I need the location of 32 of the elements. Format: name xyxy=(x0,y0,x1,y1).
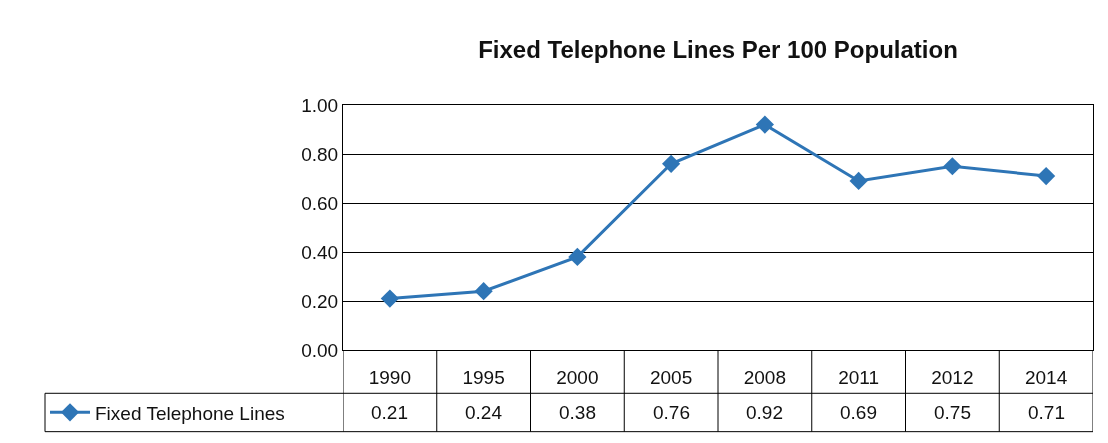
data-label: 0.71 xyxy=(1028,402,1065,423)
x-tick-label: 2000 xyxy=(556,366,599,388)
x-tick-label: 1995 xyxy=(462,366,505,388)
y-tick-label: 0.80 xyxy=(301,143,339,165)
x-tick-label: 2008 xyxy=(743,366,787,388)
data-label: 0.24 xyxy=(465,402,503,423)
point xyxy=(943,157,962,176)
point xyxy=(568,247,587,266)
legend-label: Fixed Telephone Lines xyxy=(95,402,285,424)
x-tick-label: 2011 xyxy=(838,366,880,388)
x-tick-label: 1990 xyxy=(368,366,412,388)
chart-title: Fixed Telephone Lines Per 100 Population xyxy=(478,36,958,64)
data-label: 0.21 xyxy=(371,402,408,423)
data-label: 0.92 xyxy=(746,402,783,423)
point xyxy=(1037,166,1056,186)
y-tick-label: 0.20 xyxy=(301,290,339,312)
data-label: 0.75 xyxy=(934,402,971,423)
y-tick-label: 0.40 xyxy=(301,241,339,263)
point xyxy=(474,282,493,301)
y-tick-label: 0.00 xyxy=(301,339,339,361)
x-tick-label: 2005 xyxy=(649,366,693,388)
data-label: 0.76 xyxy=(653,402,690,423)
y-tick-label: 0.60 xyxy=(301,192,339,214)
point xyxy=(849,171,868,191)
y-tick-label: 1.00 xyxy=(301,94,339,116)
point xyxy=(380,289,399,308)
x-tick-label: 2014 xyxy=(1024,366,1068,388)
data-label: 0.38 xyxy=(559,402,596,423)
x-tick-label: 2012 xyxy=(931,366,974,388)
point xyxy=(755,115,774,134)
data-label: 0.69 xyxy=(840,402,877,423)
point xyxy=(662,154,681,173)
